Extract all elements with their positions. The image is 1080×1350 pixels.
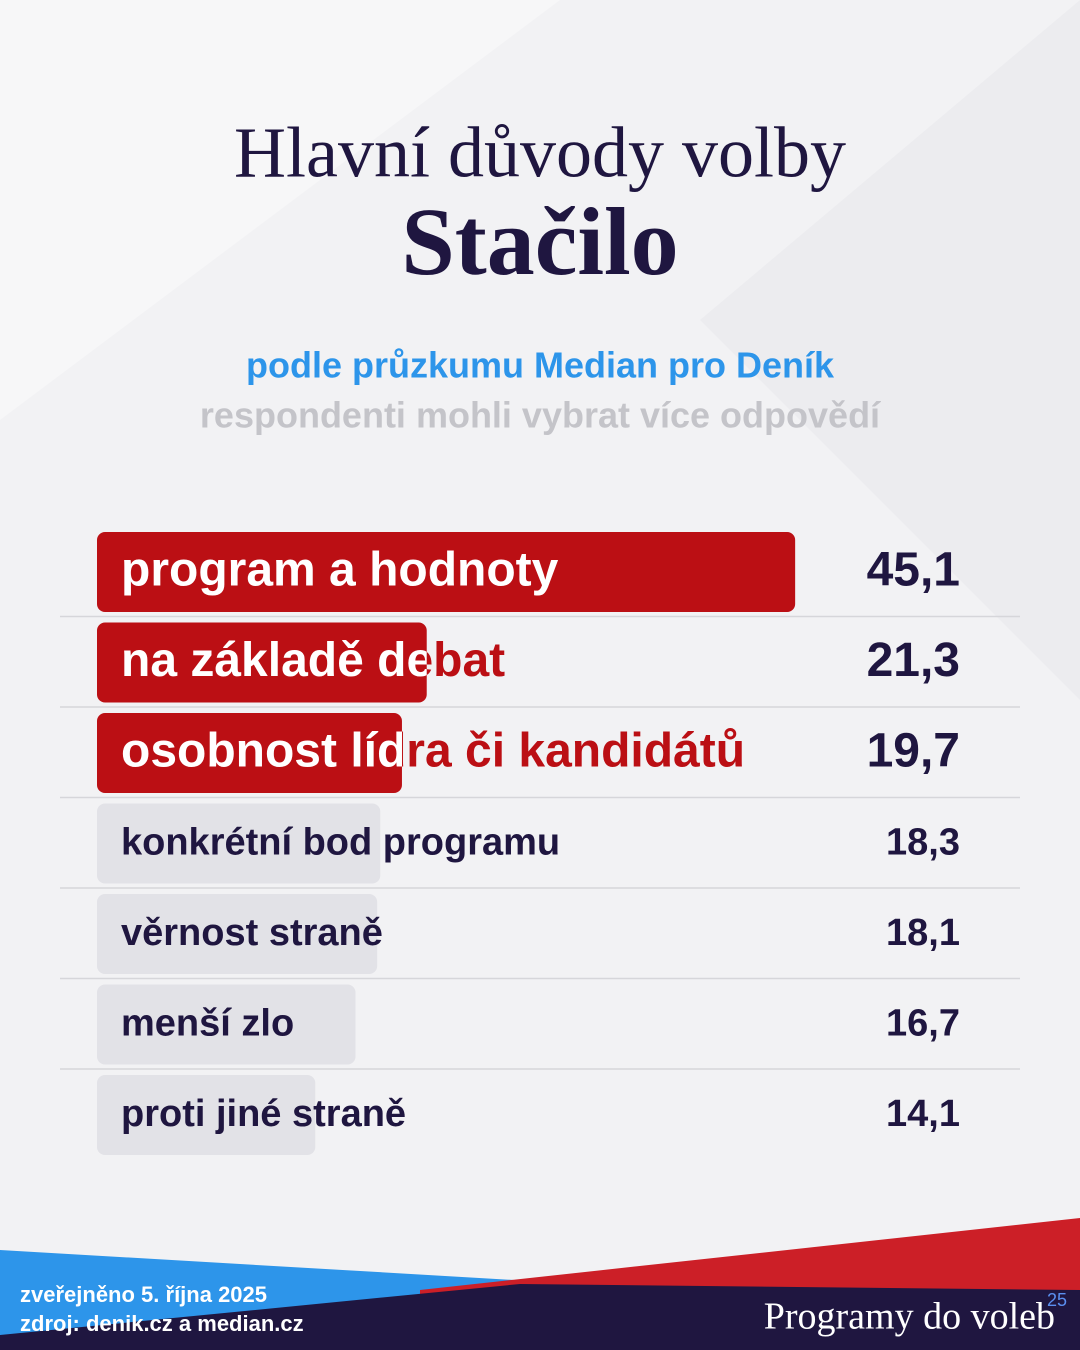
brand-mark: 25 — [1047, 1290, 1067, 1310]
bar — [97, 713, 402, 793]
category-label: proti jiné straně — [121, 1093, 406, 1135]
bar — [97, 532, 796, 612]
source-note: podle průzkumu Median pro Deník — [246, 345, 835, 386]
value-label: 14,1 — [886, 1093, 960, 1135]
note: respondenti mohli vybrat více odpovědí — [200, 395, 881, 436]
value-label: 21,3 — [867, 634, 960, 687]
category-label-inner: na základě debat — [121, 634, 505, 687]
bar — [97, 894, 378, 974]
title: Hlavní důvody volby — [234, 113, 846, 193]
value-label: 18,1 — [886, 912, 960, 954]
subtitle: Stačilo — [401, 188, 678, 295]
category-label: program a hodnoty — [121, 544, 559, 597]
value-label: 19,7 — [867, 725, 960, 778]
category-label-inner: osobnost lídra či kandidátů — [121, 725, 745, 778]
value-label: 16,7 — [886, 1003, 960, 1045]
brand: Programy do voleb — [764, 1296, 1055, 1338]
bg-shape — [700, 0, 1080, 700]
bar — [97, 1075, 316, 1155]
bar — [97, 622, 427, 703]
value-label: 45,1 — [867, 544, 960, 597]
bar — [97, 984, 356, 1065]
value-label: 18,3 — [886, 822, 960, 864]
footer-navy — [0, 1284, 1080, 1350]
category-label: osobnost lídra či kandidátů — [121, 725, 745, 778]
bg-shape — [0, 0, 560, 420]
category-label: konkrétní bod programu — [121, 822, 560, 864]
category-label-inner: program a hodnoty — [121, 544, 559, 597]
bar — [97, 803, 381, 884]
category-label: na základě debat — [121, 634, 505, 687]
source: zdroj: denik.cz a median.cz — [20, 1311, 304, 1336]
category-label: menší zlo — [121, 1003, 294, 1045]
category-label: věrnost straně — [121, 912, 383, 954]
published: zveřejněno 5. října 2025 — [20, 1282, 267, 1307]
